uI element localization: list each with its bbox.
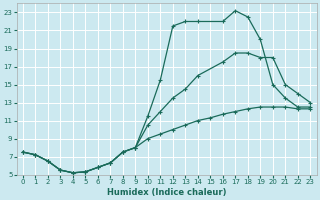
X-axis label: Humidex (Indice chaleur): Humidex (Indice chaleur) [107, 188, 226, 197]
